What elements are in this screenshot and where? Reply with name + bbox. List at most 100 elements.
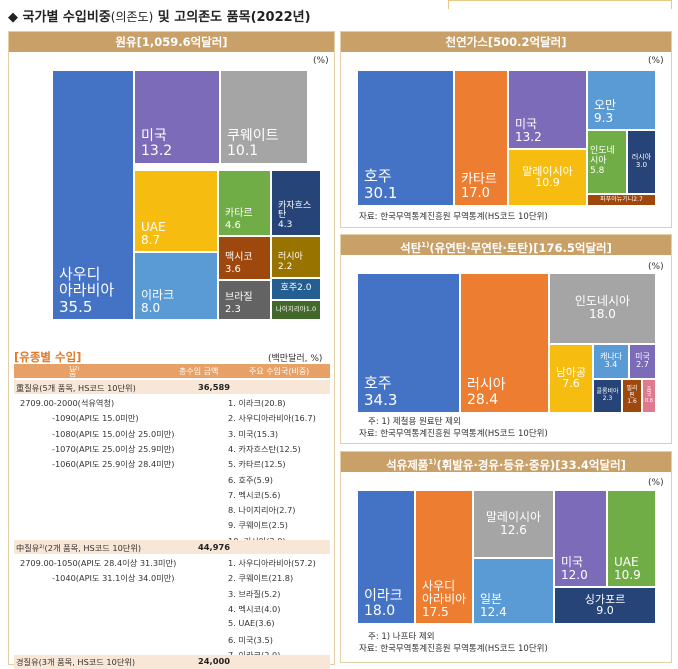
- tile-value: 13.2: [141, 142, 173, 159]
- treemap-tile: 일본 12.4: [474, 559, 553, 623]
- tile-value: 1.0: [305, 305, 317, 314]
- tile-label: 미국: [561, 554, 584, 569]
- tile-label: 인도네시아: [574, 294, 631, 309]
- treemap-tile: 맥시코 3.6: [219, 237, 270, 279]
- tile-value: 4.6: [225, 220, 241, 231]
- hs-code-line: -1060(API도 25.9이상 28.4미만): [52, 459, 175, 470]
- tile-label: 나이지리아: [275, 305, 306, 314]
- coal-source: 자료: 한국무역통계진흥원 무역통계(HS코드 10단위): [359, 429, 548, 439]
- tile-value: 2.7: [636, 360, 649, 370]
- header-countries: 주요 수입국(비중): [249, 367, 310, 376]
- tile-label: 호주: [364, 167, 392, 186]
- tile-value: 7.6: [562, 377, 580, 391]
- tile-label: 캐나다: [599, 351, 623, 361]
- country-share-line: 4. 멕시코(4.0): [228, 603, 281, 614]
- country-share-line: 5. 카타르(12.5): [228, 459, 286, 470]
- petroleum-note: 주: 1) 나프타 제외: [368, 632, 435, 642]
- treemap-tile: 캐나다 3.4: [594, 345, 628, 378]
- treemap-tile: 이라크 8.0: [135, 253, 217, 319]
- tile-value: 35.5: [59, 297, 93, 316]
- tile-value: 2.7: [633, 195, 643, 203]
- tile-label: 일본: [480, 591, 503, 606]
- treemap-tile: 인도네 시아 5.8: [588, 131, 626, 193]
- tile-label: 이라크: [364, 587, 403, 604]
- tile-label: 러시아: [467, 376, 506, 393]
- hs-code-line: -1090(API도 15.0미만): [52, 413, 139, 424]
- group-label-heavy: 重질유(5개 품목, HS코드 10단위): [16, 383, 136, 393]
- group-amount-medium: 44,976: [198, 542, 231, 552]
- treemap-tile: 말레이시아 10.9: [509, 150, 586, 205]
- country-share-line: 7. 이라크(2.0): [228, 649, 280, 661]
- country-share-line: 3. 브라질(5.2): [228, 588, 281, 599]
- tile-label: 오만: [594, 97, 617, 112]
- treemap-tile: 카자흐스탄 4.3: [272, 171, 320, 235]
- natural-gas-panel: 천연가스[500.2억달러] (%) 호주 30.1 카타르 17.0 미국 13.2 말레…: [340, 31, 672, 228]
- country-share-line: 4. 카자흐스탄(12.5): [228, 443, 301, 454]
- coal-note: 주: 1) 제철용 원료탄 제외: [368, 417, 461, 427]
- header-item: 품목1)2): [69, 366, 80, 389]
- country-share-line: 9. 쿠웨이트(2.5): [228, 520, 288, 531]
- country-share-line: 8. 나이지리아(2.7): [228, 505, 296, 516]
- country-share-line: 1. 이라크(20.8): [228, 398, 286, 408]
- group-row-medium: [14, 540, 330, 554]
- treemap-tile: 중국 0.8: [643, 380, 655, 412]
- tile-value: 18.0: [589, 307, 616, 322]
- tile-label: 쿠웨이트: [227, 127, 279, 144]
- group-row-heavy: [14, 380, 330, 394]
- group-label-medium: 中질유²⁾(2개 품목, HS코드 10단위): [16, 543, 142, 553]
- treemap-tile: 사우디 아라비아 35.5: [53, 71, 133, 319]
- treemap-tile: 콜롬비아 2.3: [594, 380, 621, 412]
- tile-value: 3.6: [225, 264, 241, 275]
- treemap-tile: 미국 12.0: [555, 491, 606, 586]
- country-share-line: 2. 사우디아라비아(16.7): [228, 413, 316, 424]
- tile-label: 호주: [280, 283, 298, 294]
- tile-value: 2.3: [602, 394, 613, 402]
- tile-value: 13.2: [515, 129, 542, 144]
- treemap-tile: 카타르 4.6: [219, 171, 270, 235]
- treemap-tile: 호주 34.3: [358, 274, 459, 412]
- tile-value: 34.3: [364, 390, 398, 409]
- treemap-tile: 호주 2.0: [272, 279, 320, 299]
- country-share-line: 6. 호주(5.9): [228, 474, 273, 485]
- tile-label: 러시아: [278, 252, 303, 263]
- hs-code-line: 2709.00-1050(API도 28.4이상 31.3미만): [20, 558, 177, 568]
- treemap-tile: 미국 13.2: [509, 71, 586, 148]
- country-share-line: 3. 미국(15.3): [228, 428, 279, 439]
- tile-label: 러시아: [631, 153, 652, 162]
- coal-unit: (%): [648, 262, 664, 272]
- tile-label: 카타르: [461, 171, 497, 187]
- tile-value: 4.3: [278, 220, 293, 231]
- tile-label: 중국: [646, 386, 652, 399]
- country-share-line: 5. UAE(3.6): [228, 618, 275, 629]
- petroleum-title: 석유제품1)(휘발유·경유·등유·중유)[33.4억달러]: [341, 452, 671, 472]
- tile-value: 0.8: [645, 397, 653, 404]
- treemap-tile: 이라크 18.0: [358, 491, 414, 623]
- natural-gas-title: 천연가스[500.2억달러]: [341, 32, 671, 52]
- tile-label: 이라크: [141, 287, 175, 302]
- table-unit: (백만달러, %): [268, 354, 323, 364]
- treemap-tile: 나이지리아 1.0: [272, 301, 320, 319]
- tile-value: 5.8: [590, 165, 605, 176]
- treemap-tile: 필리핀 1.6: [623, 380, 641, 412]
- hs-code-line: -1040(API도 31.1이상 34.0미만): [52, 573, 175, 584]
- treemap-tile: 호주 30.1: [358, 71, 453, 205]
- treemap-tile: 사우디 아라비아 17.5: [416, 491, 472, 623]
- hs-code-line: -1080(API도 15.0이상 25.0미만): [52, 428, 175, 439]
- tile-label: 인도네 시아: [590, 146, 615, 167]
- crude-oil-unit: (%): [313, 56, 329, 66]
- treemap-tile: 남아공 7.6: [550, 345, 592, 412]
- treemap-tile: UAE 10.9: [608, 491, 655, 586]
- tile-label: 사우디 아라비아: [59, 265, 115, 300]
- tile-value: 8.7: [141, 232, 161, 247]
- tile-label: 싱가포르: [584, 592, 626, 606]
- table-header: 품목1)2) 총수입 금액 주요 수입국(비중): [14, 364, 330, 389]
- treemap-tile: 카타르 17.0: [455, 71, 507, 205]
- tile-value: 1.6: [627, 398, 637, 406]
- tile-value: 10.1: [227, 142, 259, 159]
- tile-value: 10.9: [614, 567, 641, 582]
- country-share-line: 1. 사우디아라비아(57.2): [228, 558, 316, 568]
- treemap-tile: UAE 8.7: [135, 171, 217, 251]
- group-amount-heavy: 36,589: [198, 382, 231, 392]
- top-decoration: [448, 0, 672, 9]
- natural-gas-unit: (%): [648, 56, 664, 66]
